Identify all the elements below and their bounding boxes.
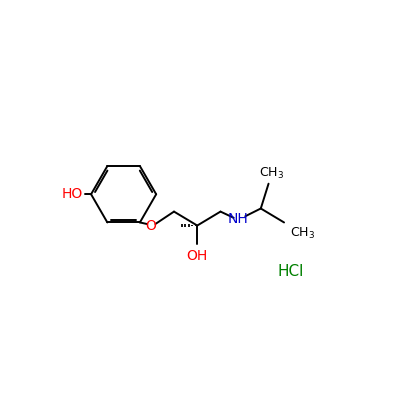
Text: O: O [145, 218, 156, 232]
Text: HO: HO [62, 187, 83, 201]
Text: HCl: HCl [277, 264, 304, 279]
Text: CH$_3$: CH$_3$ [259, 166, 284, 180]
Text: NH: NH [227, 212, 248, 226]
Text: OH: OH [187, 249, 208, 263]
Text: CH$_3$: CH$_3$ [290, 226, 315, 241]
